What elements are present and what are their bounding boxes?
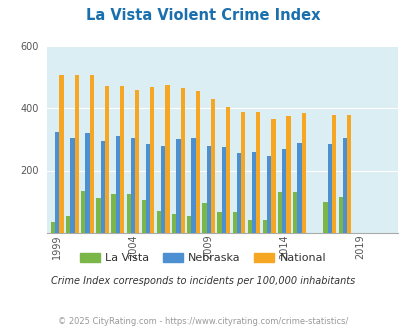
Bar	[180, 87, 184, 233]
Bar	[135, 90, 139, 233]
Bar	[281, 149, 286, 233]
Bar	[176, 139, 180, 233]
Bar	[96, 198, 100, 233]
Bar	[301, 113, 305, 233]
Bar	[81, 191, 85, 233]
Bar	[202, 203, 206, 233]
Bar	[262, 220, 266, 233]
Bar	[59, 75, 64, 233]
Bar	[241, 112, 245, 233]
Bar	[277, 192, 281, 233]
Bar	[191, 138, 195, 233]
Bar	[271, 118, 275, 233]
Bar	[296, 143, 301, 233]
Bar	[115, 136, 119, 233]
Bar	[338, 197, 342, 233]
Text: © 2025 CityRating.com - https://www.cityrating.com/crime-statistics/: © 2025 CityRating.com - https://www.city…	[58, 317, 347, 326]
Bar	[70, 138, 75, 233]
Bar	[206, 146, 210, 233]
Bar	[256, 112, 260, 233]
Bar	[141, 200, 146, 233]
Bar	[55, 132, 59, 233]
Bar	[187, 215, 191, 233]
Bar	[111, 194, 115, 233]
Bar	[266, 155, 271, 233]
Bar	[66, 215, 70, 233]
Bar	[292, 192, 296, 233]
Bar	[100, 141, 104, 233]
Legend: La Vista, Nebraska, National: La Vista, Nebraska, National	[75, 248, 330, 267]
Bar	[146, 144, 150, 233]
Bar	[221, 147, 225, 233]
Text: La Vista Violent Crime Index: La Vista Violent Crime Index	[85, 8, 320, 23]
Bar	[210, 99, 215, 233]
Bar	[150, 87, 154, 233]
Bar	[346, 115, 350, 233]
Bar	[342, 138, 346, 233]
Bar	[156, 211, 161, 233]
Bar	[172, 214, 176, 233]
Bar	[286, 116, 290, 233]
Bar	[247, 220, 252, 233]
Bar	[217, 213, 221, 233]
Bar	[327, 144, 331, 233]
Bar	[126, 194, 130, 233]
Text: Crime Index corresponds to incidents per 100,000 inhabitants: Crime Index corresponds to incidents per…	[51, 276, 354, 285]
Bar	[85, 133, 90, 233]
Bar	[331, 115, 335, 233]
Bar	[165, 85, 169, 233]
Bar	[119, 86, 124, 233]
Bar	[232, 213, 236, 233]
Bar	[236, 153, 241, 233]
Bar	[104, 86, 109, 233]
Bar	[225, 107, 230, 233]
Bar	[75, 75, 79, 233]
Bar	[90, 75, 94, 233]
Bar	[51, 222, 55, 233]
Bar	[195, 91, 199, 233]
Bar	[323, 202, 327, 233]
Bar	[161, 146, 165, 233]
Bar	[252, 152, 256, 233]
Bar	[130, 138, 135, 233]
